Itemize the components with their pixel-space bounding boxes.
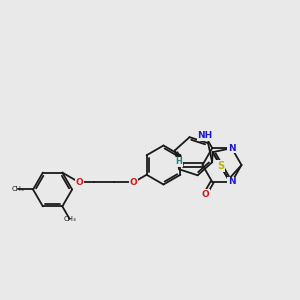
Text: N: N: [228, 177, 236, 186]
Text: CH₃: CH₃: [12, 187, 25, 193]
Text: N: N: [228, 144, 236, 153]
Text: CH₃: CH₃: [63, 216, 76, 222]
Text: O: O: [75, 178, 83, 187]
Text: S: S: [217, 161, 224, 171]
Text: H: H: [176, 158, 182, 166]
Text: O: O: [201, 190, 209, 199]
Text: NH: NH: [197, 131, 213, 140]
Text: O: O: [130, 178, 137, 187]
